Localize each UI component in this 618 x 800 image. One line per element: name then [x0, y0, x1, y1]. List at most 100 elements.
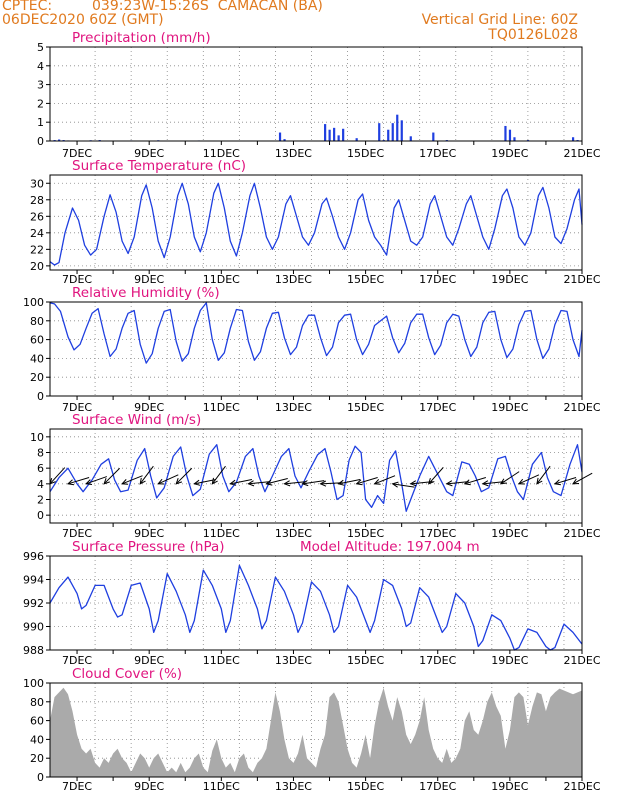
rh-ytick-label: 60 — [30, 334, 44, 347]
rh-ytick-label: 20 — [30, 371, 44, 384]
precip-bar — [338, 135, 340, 141]
wind-ytick-label: 4 — [37, 478, 44, 491]
precip-xtick-label: 17DEC — [419, 147, 456, 160]
precip-bar — [401, 120, 403, 141]
precip-xtick-label: 15DEC — [347, 147, 384, 160]
cloud-xtick-label: 17DEC — [419, 780, 456, 793]
precip-bar — [396, 115, 398, 141]
temp-series — [50, 183, 582, 265]
rh-ytick-label: 100 — [23, 296, 44, 309]
pres-title: Surface Pressure (hPa) — [72, 539, 225, 555]
pres-xtick-label: 19DEC — [491, 654, 528, 667]
meteogram: Precipitation (mm/h) 0 1 2 3 4 5 7DEC 9DEC 11DEC 1… — [0, 0, 618, 800]
wind-vector-shaft — [212, 466, 225, 484]
pres-ytick-label: 996 — [23, 550, 44, 563]
temp-xtick-label: 17DEC — [419, 273, 456, 286]
cloud-xtick-label: 13DEC — [275, 780, 312, 793]
wind-ytick-label: 2 — [37, 494, 44, 507]
precip-ytick-label: 3 — [37, 79, 44, 92]
precip-bar — [509, 130, 511, 141]
pres-xtick-label: 13DEC — [275, 654, 312, 667]
precip-title: Precipitation (mm/h) — [72, 30, 211, 46]
wind-vector-shaft — [375, 476, 395, 484]
cloud-area — [50, 688, 582, 777]
cloud-xtick-label: 11DEC — [203, 780, 240, 793]
temp-xtick-label: 21DEC — [563, 273, 600, 286]
pres-xtick-label: 21DEC — [563, 654, 600, 667]
wind-ytick-label: 6 — [37, 462, 44, 475]
pres-subtitle: Model Altitude: 197.004 m — [300, 539, 480, 555]
pres-ytick-label: 994 — [23, 574, 44, 587]
wind-ytick-label: 10 — [30, 431, 44, 444]
precip-ytick-label: 4 — [37, 60, 44, 73]
cloud-ytick-label: 20 — [30, 752, 44, 765]
precip-bar — [387, 130, 389, 141]
cloud-ytick-label: 100 — [23, 677, 44, 690]
cloud-xtick-label: 9DEC — [134, 780, 164, 793]
temp-frame — [50, 175, 582, 270]
temp-ytick-label: 30 — [30, 177, 44, 190]
precip-xtick-label: 21DEC — [563, 147, 600, 160]
wind-vector-shaft — [573, 473, 592, 484]
rh-xtick-label: 15DEC — [347, 401, 384, 414]
pres-xtick-label: 17DEC — [419, 654, 456, 667]
precip-xtick-label: 13DEC — [275, 147, 312, 160]
cloud-ytick-label: 40 — [30, 733, 44, 746]
wind-xtick-label: 19DEC — [491, 527, 528, 540]
precip-bar — [572, 137, 574, 141]
wind-xtick-label: 21DEC — [563, 527, 600, 540]
pres-ytick-label: 992 — [23, 597, 44, 610]
wind-vector-shaft — [176, 468, 192, 484]
precip-ytick-label: 5 — [37, 41, 44, 54]
wind-ytick-label: 8 — [37, 447, 44, 460]
pres-ytick-label: 990 — [23, 621, 44, 634]
pres-xtick-label: 15DEC — [347, 654, 384, 667]
temp-ytick-label: 22 — [30, 243, 44, 256]
temp-ytick-label: 20 — [30, 260, 44, 273]
temp-xtick-label: 13DEC — [275, 273, 312, 286]
precip-ytick-label: 2 — [37, 97, 44, 110]
precip-bar — [324, 124, 326, 141]
wind-ytick-label: 0 — [37, 509, 44, 522]
temp-xtick-label: 19DEC — [491, 273, 528, 286]
pres-xtick-label: 11DEC — [203, 654, 240, 667]
cloud-ytick-label: 60 — [30, 715, 44, 728]
cloud-xtick-label: 7DEC — [62, 780, 92, 793]
precip-bar — [504, 126, 506, 141]
pres-ytick-label: 988 — [23, 644, 44, 657]
cloud-ytick-label: 80 — [30, 696, 44, 709]
temp-ytick-label: 28 — [30, 194, 44, 207]
wind-title: Surface Wind (m/s) — [72, 412, 201, 428]
rh-xtick-label: 11DEC — [203, 401, 240, 414]
rh-ytick-label: 80 — [30, 315, 44, 328]
wind-vector-shaft — [158, 475, 178, 484]
temp-ytick-label: 26 — [30, 210, 44, 223]
precip-bar — [329, 130, 331, 141]
temp-xtick-label: 15DEC — [347, 273, 384, 286]
precip-bar — [342, 129, 344, 141]
precip-bar — [333, 128, 335, 141]
precip-bar — [410, 136, 412, 141]
wind-series — [50, 445, 582, 512]
precip-bar — [513, 137, 515, 141]
pres-series — [50, 565, 582, 650]
precip-ytick-label: 0 — [37, 135, 44, 148]
precip-bar — [432, 133, 434, 141]
wind-frame — [50, 429, 582, 523]
precip-ytick-label: 1 — [37, 116, 44, 129]
rh-series — [50, 303, 582, 363]
precip-bar — [279, 133, 281, 141]
precip-bar — [378, 123, 380, 141]
precip-bar — [392, 123, 394, 141]
cloud-xtick-label: 21DEC — [563, 780, 600, 793]
temp-title: Surface Temperature (nC) — [72, 158, 246, 174]
rh-frame — [50, 302, 582, 396]
cloud-xtick-label: 15DEC — [347, 780, 384, 793]
rh-ytick-label: 40 — [30, 352, 44, 365]
rh-title: Relative Humidity (%) — [72, 285, 220, 301]
rh-ytick-label: 0 — [37, 390, 44, 403]
wind-vector-shaft — [50, 468, 65, 484]
precip-xtick-label: 19DEC — [491, 147, 528, 160]
cloud-xtick-label: 19DEC — [491, 780, 528, 793]
temp-ytick-label: 24 — [30, 227, 44, 240]
